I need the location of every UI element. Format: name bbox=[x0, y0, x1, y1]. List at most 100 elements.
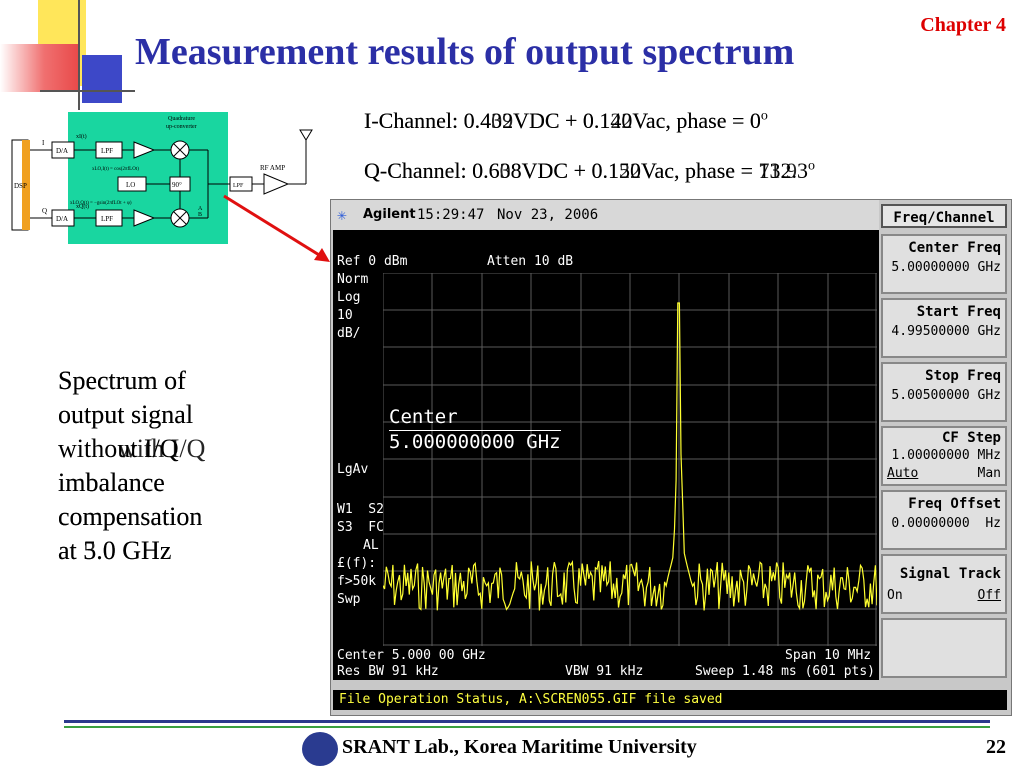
time-label: 15:29:47 bbox=[417, 207, 485, 223]
x-q-label: xQ(t) bbox=[76, 203, 89, 210]
dsp-label: DSP bbox=[14, 182, 27, 190]
softkey-blank[interactable] bbox=[881, 618, 1007, 678]
softkey-value: 4.99500000 GHz bbox=[891, 324, 1001, 339]
atten-label: Atten 10 dB bbox=[487, 254, 574, 269]
i-channel-line-overlay: I-Channel: 0.409VDC + 0.122Vac, phase = … bbox=[364, 108, 761, 134]
quadrature-label: Quadrature bbox=[168, 116, 195, 122]
scale-unit-label: dB/ bbox=[337, 326, 361, 341]
softkey-title: CF Step bbox=[941, 430, 1001, 446]
analyzer-top-bar: ✳ Agilent 15:29:47 Nov 23, 2006 bbox=[331, 200, 879, 230]
softkey-freq-offset[interactable]: Freq Offset 0.00000000 Hz bbox=[881, 490, 1007, 550]
side-line-4: imbalance bbox=[58, 468, 165, 497]
softkey-title: Freq Offset bbox=[908, 496, 1001, 512]
f50k-label: f>50k bbox=[337, 574, 377, 589]
b-label: B bbox=[198, 212, 202, 218]
lpf-label-bottom: LPF bbox=[101, 215, 113, 223]
spectrum-graticule bbox=[383, 273, 877, 646]
softkey-cf-step[interactable]: CF Step 1.00000000 MHz Auto Man bbox=[881, 426, 1007, 486]
analyzer-screen: Ref 0 dBm Atten 10 dB Norm Log 10 dB/ Lg… bbox=[333, 230, 879, 680]
mixer-top-x2 bbox=[173, 143, 187, 157]
brand-label: Agilent bbox=[363, 207, 416, 222]
s3fc-label: S3 FC bbox=[337, 520, 384, 535]
softkey-signal-track[interactable]: Signal Track On Off bbox=[881, 554, 1007, 614]
center-marker-label: Center bbox=[389, 406, 458, 428]
spectrum-analyzer: ✳ Agilent 15:29:47 Nov 23, 2006 Ref 0 dB… bbox=[330, 199, 1012, 716]
chapter-label: Chapter 4 bbox=[920, 14, 1006, 36]
softkey-title: Stop Freq bbox=[925, 368, 1001, 384]
side-overlay-line-5: compensation bbox=[58, 502, 203, 531]
lo-label: LO bbox=[126, 181, 135, 189]
al-label: AL bbox=[363, 538, 379, 553]
i-channel-text-overlay: I-Channel: 0.409VDC + 0.122Vac, phase = … bbox=[364, 108, 761, 133]
antenna-icon bbox=[299, 129, 313, 141]
ref-level-label: Ref 0 dBm bbox=[337, 254, 408, 269]
spectrum-trace bbox=[383, 302, 877, 611]
center-freq-readout: Center 5.000 00 GHz bbox=[337, 648, 486, 663]
phase-label: 90° bbox=[172, 181, 182, 189]
scale-log-label: Log bbox=[337, 290, 361, 305]
date-label: Nov 23, 2006 bbox=[497, 207, 599, 223]
decor-blue-block bbox=[82, 55, 122, 103]
softkey-option-on: On bbox=[887, 588, 903, 603]
slide-title: Measurement results of output spectrum bbox=[135, 31, 795, 73]
softkey-option-man: Man bbox=[977, 466, 1001, 481]
i-channel-line: I-Channel: 0.432VDC + 0.140Vac, phase = … bbox=[364, 108, 768, 134]
quadrature-upconverter-diagram: DSP I Q D/A D/A LPF LPF xI(t) xQ(t) LO 9… bbox=[11, 112, 313, 244]
side-overlay-line-1: Spectrum of bbox=[58, 366, 186, 395]
softkey-option-off: Off bbox=[977, 588, 1001, 603]
da-label-bottom: D/A bbox=[56, 215, 68, 223]
side-line-6: at 5.0 GHz bbox=[58, 536, 172, 565]
arrow-line bbox=[223, 194, 325, 260]
softkey-stop-freq[interactable]: Stop Freq 5.00500000 GHz bbox=[881, 362, 1007, 422]
dsp-stripe bbox=[22, 140, 30, 230]
softkey-value: 5.00500000 GHz bbox=[891, 388, 1001, 403]
softkey-value: 1.00000000 MHz bbox=[891, 448, 1001, 463]
agilent-logo-icon: ✳ bbox=[337, 205, 347, 224]
decor-vertical-line bbox=[78, 0, 80, 110]
degree-mark: o bbox=[760, 108, 768, 124]
lo-q-equation: xLO,Q(t) = −gsin(2πfLOt + φ) bbox=[70, 201, 132, 206]
q-channel-text-overlay: Q-Channel: 0.608VDC + 0.122Vac, phase = … bbox=[364, 158, 797, 183]
side-line-3: without I/Q bbox=[58, 434, 179, 463]
sweep-readout: Sweep 1.48 ms (601 pts) bbox=[695, 664, 876, 679]
side-overlay-line-2: output signal bbox=[58, 400, 194, 429]
scale-norm-label: Norm bbox=[337, 272, 369, 287]
side-overlay-line-4: imbalance bbox=[58, 468, 165, 497]
file-status-bar: File Operation Status, A:\SCREN055.GIF f… bbox=[333, 690, 1007, 710]
q-label: Q bbox=[42, 207, 47, 215]
i-channel-text: I-Channel: 0.432VDC + 0.140Vac, phase = … bbox=[364, 108, 761, 133]
q-channel-line: Q-Channel: 0.638VDC + 0.150Vac, phase = … bbox=[364, 158, 815, 184]
side-caption-overlay: Spectrum of output signal with I/Q imbal… bbox=[58, 364, 268, 568]
lpf-out-label: LPF bbox=[233, 183, 244, 189]
arrow-head-icon bbox=[314, 248, 330, 262]
side-overlay-line-6: at 3.0 GHz bbox=[58, 536, 172, 565]
page-number: 22 bbox=[986, 736, 1006, 758]
rf-amp-label: RF AMP bbox=[260, 164, 285, 172]
softkey-title: Start Freq bbox=[916, 304, 1001, 320]
swp-label: Swp bbox=[337, 592, 361, 607]
menu-title-freq-channel: Freq/Channel bbox=[881, 204, 1007, 228]
side-overlay-line-3: with I/Q bbox=[118, 434, 206, 463]
decor-horizontal-line bbox=[40, 90, 135, 92]
softkey-start-freq[interactable]: Start Freq 4.99500000 GHz bbox=[881, 298, 1007, 358]
softkey-option-auto: Auto bbox=[887, 466, 919, 481]
side-line-1: Spectrum of bbox=[58, 366, 186, 395]
softkey-value: 0.00000000 Hz bbox=[891, 516, 1001, 531]
span-readout: Span 10 MHz bbox=[785, 648, 872, 663]
pointer-arrow bbox=[223, 194, 330, 262]
rf-amp-triangle bbox=[263, 173, 290, 195]
footer-text: SRANT Lab., Korea Maritime University bbox=[342, 736, 697, 758]
softkey-value: 5.00000000 GHz bbox=[891, 260, 1001, 275]
ef-label: £(f): bbox=[337, 556, 377, 571]
softkey-title: Center Freq bbox=[908, 240, 1001, 256]
diagram-background bbox=[68, 112, 228, 244]
da-label-top: D/A bbox=[56, 147, 68, 155]
lpf-label-top: LPF bbox=[101, 147, 113, 155]
footer-rule-green bbox=[64, 726, 990, 728]
softkey-center-freq[interactable]: Center Freq 5.00000000 GHz bbox=[881, 234, 1007, 294]
q-channel-text: Q-Channel: 0.638VDC + 0.150Vac, phase = … bbox=[364, 158, 808, 183]
grid-lines bbox=[383, 273, 877, 646]
degree-mark: o bbox=[807, 158, 815, 174]
side-line-2: output signal bbox=[58, 400, 194, 429]
i-label: I bbox=[42, 139, 45, 147]
